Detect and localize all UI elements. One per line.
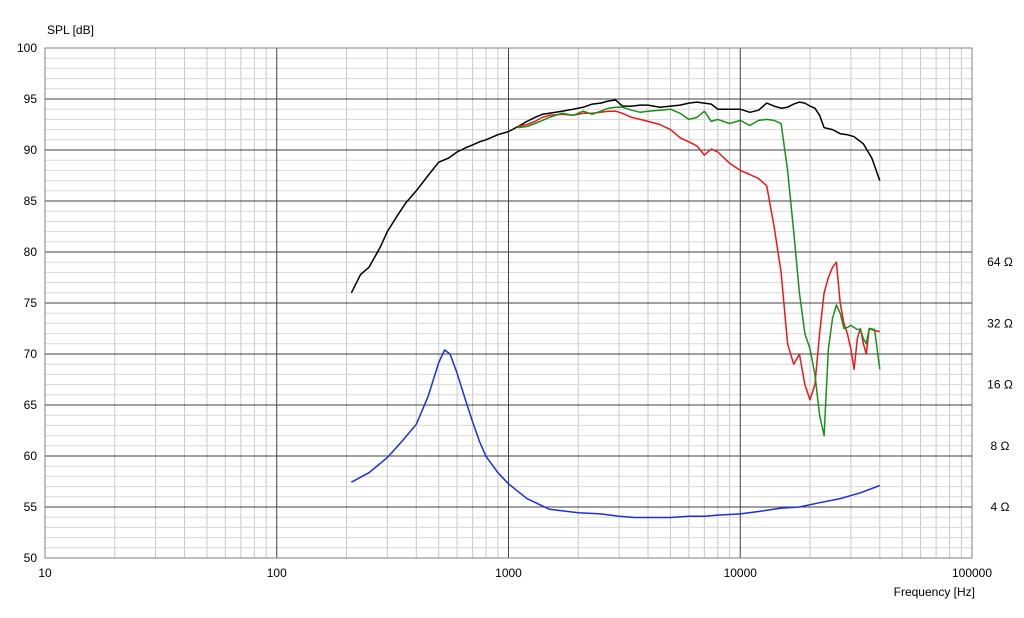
y-tick-label: 50	[24, 551, 38, 565]
x-tick-label: 10	[38, 566, 52, 580]
y-axis-label: SPL [dB]	[47, 23, 94, 37]
y-tick-label: 55	[24, 500, 38, 514]
x-axis-ticks: 10 100 1000 10000 100000	[38, 566, 992, 580]
y-tick-label: 70	[24, 347, 38, 361]
y-tick-label: 80	[24, 245, 38, 259]
x-tick-label: 100	[267, 566, 287, 580]
x-tick-label: 100000	[952, 566, 992, 580]
x-tick-label: 1000	[495, 566, 522, 580]
series-layer	[350, 99, 881, 519]
y-axis-ticks: 50 55 60 65 70 75 80 85 90 95 100	[17, 41, 37, 565]
impedance-axis-ticks: 4 Ω 8 Ω 16 Ω 32 Ω 64 Ω	[987, 255, 1013, 514]
y-tick-label: 75	[24, 296, 38, 310]
plot-frame	[44, 47, 973, 559]
series-line-3	[518, 106, 881, 437]
series-line-1	[350, 99, 881, 294]
impedance-tick-label: 16 Ω	[987, 378, 1013, 392]
y-tick-label: 60	[24, 449, 38, 463]
y-tick-label: 100	[17, 41, 37, 55]
impedance-tick-label: 32 Ω	[987, 316, 1013, 330]
series-line-4	[351, 349, 881, 519]
y-tick-label: 90	[24, 143, 38, 157]
y-tick-label: 65	[24, 398, 38, 412]
x-tick-label: 10000	[724, 566, 758, 580]
x-axis-label: Frequency [Hz]	[894, 585, 975, 599]
y-tick-label: 85	[24, 194, 38, 208]
y-tick-label: 95	[24, 92, 38, 106]
impedance-tick-label: 64 Ω	[987, 255, 1013, 269]
impedance-tick-label: 4 Ω	[991, 500, 1010, 514]
impedance-tick-label: 8 Ω	[991, 439, 1010, 453]
series-line-2	[517, 110, 880, 401]
